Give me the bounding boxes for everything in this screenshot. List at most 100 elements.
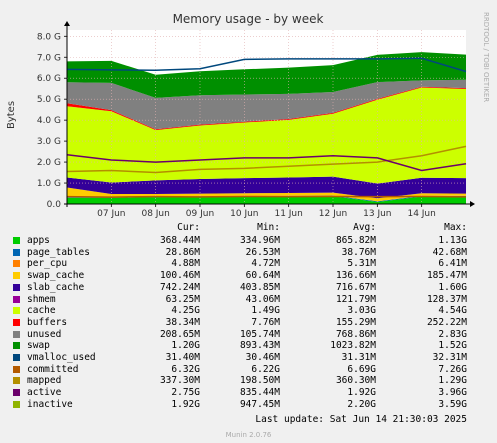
legend-cur-value: 38.34M [165,316,200,328]
y-tick-label-0: 0.0 [47,200,62,210]
legend-min-value: 835.44M [239,387,280,399]
line-inactive [66,153,467,172]
legend-cur-value: 742.24M [159,281,200,293]
legend-header-cur: Cur: [177,222,200,233]
y-tick-label-5: 5.0 G [37,95,61,105]
munin-version: Munin 2.0.76 [225,431,272,439]
legend-row-mapped: mapped 337.30M 198.50M 360.30M 1.29G [0,375,497,387]
legend-row-active: active 2.75G 835.44M 1.92G 3.96G [0,387,497,399]
legend-label: swap [27,340,50,352]
legend-cur-value: 208.65M [159,328,200,340]
legend-label: vmalloc_used [27,352,96,363]
legend-min-value: 43.06M [245,293,280,305]
legend-label: mapped [27,375,62,387]
legend-swatch [13,307,20,315]
legend-swatch [13,318,20,326]
legend-swatch [13,377,20,385]
legend-min-value: 30.46M [245,352,280,363]
legend-swatch [13,248,20,256]
legend-row-slab_cache: slab_cache 742.24M 403.85M 716.67M 1.60G [0,282,497,294]
legend-cur-value: 2.75G [171,387,200,399]
rrdtool-watermark: RRDTOOL / TOBI OETIKER [482,12,490,102]
y-tick-label-4: 4.0 G [37,116,61,126]
legend-max-value: 3.59G [438,398,467,410]
area-unused [67,79,466,130]
legend-row-per_cpu: per_cpu 4.88M 4.72M 5.31M 6.41M [0,258,497,270]
x-tick-label-0: 07 Jun [97,209,125,219]
legend-avg-value: 121.79M [335,293,376,305]
legend-avg-value: 2.20G [347,398,376,410]
legend-avg-value: 6.69G [347,363,376,375]
x-tick-label-6: 13 Jun [363,209,391,219]
x-tick-label-4: 11 Jun [274,209,302,219]
x-tick-label-5: 12 Jun [319,209,347,219]
legend-min-value: 6.22G [251,363,280,375]
legend-min-value: 893.43M [239,340,280,352]
legend-label: slab_cache [27,281,85,293]
legend-label: shmem [27,293,56,305]
area-per_cpu [67,195,466,202]
x-tick-label-3: 10 Jun [230,209,258,219]
legend-row-shmem: shmem 63.25M 43.06M 121.79M 128.37M [0,294,497,306]
legend-max-value: 185.47M [426,270,467,282]
legend-header-max: Max: [444,222,467,233]
legend-min-value: 26.53M [245,246,280,258]
legend-min-value: 105.74M [239,328,280,340]
y-tick-label-3: 3.0 G [37,137,61,147]
x-axis-ticks: 07 Jun 08 Jun 09 Jun 10 Jun 11 Jun 12 Jun 13 J… [97,204,436,219]
legend-avg-value: 38.76M [341,246,376,258]
legend-row-page_tables: page_tables 28.86M 26.53M 38.76M 42.68M [0,247,497,259]
legend-max-value: 1.13G [438,235,467,246]
legend-header-min: Min: [257,222,280,233]
legend-header-avg: Avg: [353,222,376,233]
legend-swatch [13,260,20,268]
y-axis-arrow [64,21,70,26]
legend-header: Cur: Min: Avg: Max: [0,222,497,234]
legend-min-value: 947.45M [239,398,280,410]
legend-row-swap_cache: swap_cache 100.46M 60.64M 136.66M 185.47M [0,270,497,282]
legend-swatch [13,295,20,303]
legend-label: per_cpu [27,258,68,270]
legend-label: unused [27,328,62,340]
legend-row-buffers: buffers 38.34M 7.76M 155.29M 252.22M [0,317,497,329]
legend-label: swap_cache [27,270,85,282]
legend-avg-value: 865.82M [335,235,376,246]
stacked-areas [67,52,466,204]
y-tick-label-8: 8.0 G [37,32,61,42]
legend-cur-value: 1.92G [171,398,200,410]
legend-label: cache [27,305,56,317]
legend-max-value: 7.26G [438,363,467,375]
area-cache [67,87,466,184]
legend-max-value: 1.29G [438,375,467,387]
legend-min-value: 403.85M [239,281,280,293]
legend-swatch [13,237,20,244]
legend-min-value: 7.76M [251,316,280,328]
legend-cur-value: 100.46M [159,270,200,282]
legend-avg-value: 360.30M [335,375,376,387]
legend-min-value: 1.49G [251,305,280,317]
x-tick-label-1: 08 Jun [141,209,169,219]
legend-swatch [13,283,20,291]
legend-avg-value: 3.03G [347,305,376,317]
line-committed [66,57,467,73]
legend-cur-value: 1.20G [171,340,200,352]
legend-row-cache: cache 4.25G 1.49G 3.03G 4.54G [0,305,497,317]
legend-avg-value: 136.66M [335,270,376,282]
legend-row-inactive: inactive 1.92G 947.45M 2.20G 3.59G [0,399,497,411]
legend-swatch [13,354,20,361]
legend-swatch [13,400,20,408]
legend-swatch [13,365,20,373]
legend-label: apps [27,235,50,246]
legend-max-value: 42.68M [432,246,467,258]
legend-cur-value: 6.32G [171,363,200,375]
area-slab_cache [67,176,466,199]
legend-max-value: 4.54G [438,305,467,317]
y-axis-label: Bytes [6,101,17,129]
y-axis-ticks: 0.0 1.0 G 2.0 G 3.0 G 4.0 G 5.0 G 6.0 G 7.0 G 8.… [37,32,67,210]
legend-cur-value: 4.25G [171,305,200,317]
legend-avg-value: 716.67M [335,281,376,293]
legend-label: inactive [27,398,73,410]
legend-avg-value: 155.29M [335,316,376,328]
area-swap_cache [67,187,466,202]
last-update-text: Last update: Sat Jun 14 21:30:03 2025 [255,414,467,425]
